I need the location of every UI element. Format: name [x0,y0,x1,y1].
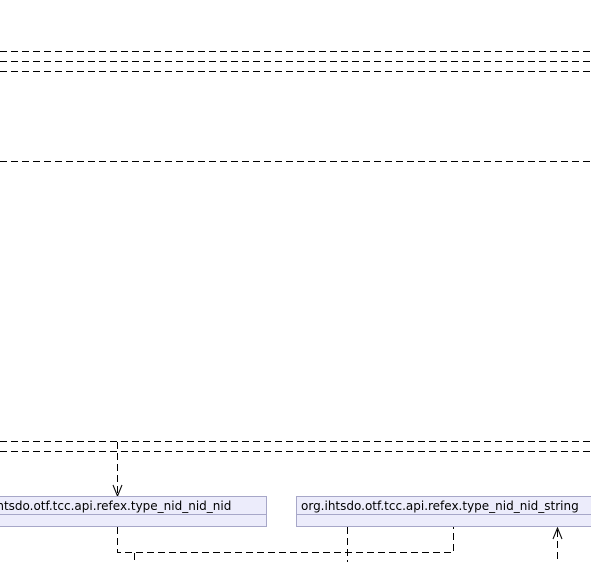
arrowhead-icon [552,526,563,540]
package-box-type-nid-nid-nid[interactable]: ihtsdo.otf.tcc.api.refex.type_nid_nid_ni… [0,496,267,527]
package-label: org.ihtsdo.otf.tcc.api.refex.type_nid_ni… [301,499,579,513]
package-label: ihtsdo.otf.tcc.api.refex.type_nid_nid_ni… [0,499,232,513]
package-divider [297,514,591,515]
package-box-type-nid-nid-string[interactable]: org.ihtsdo.otf.tcc.api.refex.type_nid_ni… [296,496,591,527]
dependency-line [117,527,454,553]
package-divider [0,514,266,515]
